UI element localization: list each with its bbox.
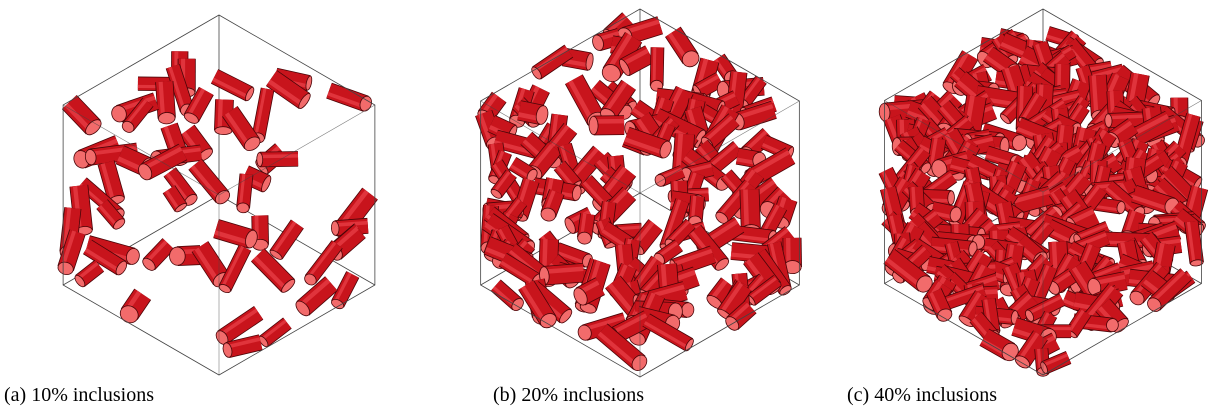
- inclusion-cylinder: [183, 86, 214, 124]
- inclusion-cylinder: [179, 124, 213, 162]
- inclusion-cylinder: [331, 271, 360, 310]
- panel-20-percent: (b) 20% inclusions: [403, 0, 806, 412]
- caption-40-percent: (c) 40% inclusions: [847, 384, 997, 406]
- inclusion-cylinder: [1147, 268, 1192, 312]
- inclusion-cylinder: [926, 288, 953, 322]
- cube-front-edges: [62, 14, 376, 376]
- inclusion-cylinder: [222, 334, 263, 359]
- inclusion-cylinder: [326, 82, 372, 112]
- inclusion-cylinder: [746, 274, 782, 306]
- inclusion-cylinder: [665, 26, 700, 68]
- inclusions: [475, 12, 802, 371]
- inclusion-cylinder: [210, 69, 255, 102]
- cube-render-20-percent: [475, 8, 802, 378]
- inclusion-cylinder: [531, 44, 574, 80]
- inclusion-cylinder: [74, 259, 105, 288]
- panel-10-percent: (a) 10% inclusions: [0, 0, 403, 412]
- inclusion-cylinder: [155, 80, 176, 125]
- inclusion-cylinder: [142, 238, 175, 271]
- inclusion-cylinder: [725, 300, 757, 331]
- inclusion-cylinder: [121, 97, 154, 133]
- panel-40-percent: (c) 40% inclusions: [806, 0, 1209, 412]
- inclusion-cylinder: [1025, 293, 1066, 322]
- inclusion-cylinder: [623, 126, 672, 159]
- inclusion-cylinder: [490, 279, 524, 312]
- inclusion-cylinder: [57, 229, 86, 275]
- caption-20-percent: (b) 20% inclusions: [493, 384, 645, 406]
- inclusion-cylinder: [96, 199, 126, 230]
- inclusions: [57, 51, 378, 359]
- cube-front-edges: [884, 8, 1202, 376]
- inclusion-cylinder: [642, 313, 694, 352]
- inclusion-cylinder: [518, 280, 557, 329]
- inclusion-cylinder: [163, 167, 198, 206]
- inclusion-cylinder: [250, 248, 296, 293]
- inclusion-cylinder: [649, 47, 665, 92]
- inclusion-cylinder: [222, 106, 261, 152]
- inclusion-cylinder: [653, 239, 684, 266]
- cube-front-edges: [480, 8, 800, 378]
- inclusion-cylinder: [616, 16, 663, 46]
- inclusion-cylinder: [258, 317, 292, 348]
- inclusion-cylinder: [265, 70, 311, 109]
- inclusion-cylinder: [218, 244, 252, 294]
- inclusion-cylinder: [1040, 350, 1072, 375]
- inclusion-cylinder: [730, 100, 777, 131]
- inclusion-cylinder: [165, 63, 195, 117]
- inclusion-cylinder: [213, 99, 234, 136]
- inclusion-cylinder: [83, 239, 128, 276]
- inclusion-cylinder: [573, 277, 605, 306]
- inclusion-cylinder: [269, 219, 304, 260]
- inclusion-cylinder: [1184, 220, 1204, 267]
- inclusion-cylinder: [539, 262, 585, 286]
- cube-render-40-percent: [878, 8, 1209, 377]
- inclusion-cylinder: [958, 290, 991, 328]
- inclusion-cylinder: [490, 169, 517, 199]
- inclusion-cylinder: [213, 219, 258, 249]
- inclusion-cylinder: [1047, 268, 1078, 295]
- inclusion-cylinder: [1087, 271, 1128, 297]
- inclusion-cylinder: [540, 189, 565, 222]
- inclusion-cylinder: [256, 151, 299, 168]
- inclusion-cylinder: [517, 100, 549, 126]
- inclusion-cylinder: [498, 252, 542, 288]
- inclusion-cylinder: [588, 115, 625, 136]
- inclusion-cylinder: [782, 237, 802, 275]
- inclusion-cylinder: [304, 240, 343, 286]
- inclusion-cylinder: [692, 72, 724, 99]
- inclusions: [878, 26, 1209, 377]
- inclusion-cylinder: [1121, 209, 1146, 242]
- inclusion-cylinder: [595, 323, 648, 371]
- inclusion-cylinder: [601, 31, 643, 83]
- inclusion-cylinder: [979, 328, 1019, 362]
- inclusion-cylinder: [930, 201, 962, 223]
- inclusion-cylinder: [717, 280, 752, 321]
- cube-render-10-percent: [57, 14, 378, 376]
- inclusion-cylinder: [576, 213, 596, 245]
- inclusion-cylinder: [236, 173, 254, 214]
- inclusion-cylinder: [687, 195, 705, 228]
- caption-10-percent: (a) 10% inclusions: [4, 384, 154, 406]
- inclusion-cylinder: [162, 185, 188, 213]
- inclusion-cylinder: [119, 288, 152, 324]
- inclusion-cylinder: [1131, 184, 1180, 215]
- inclusion-cylinder: [188, 158, 231, 205]
- inclusion-cylinder: [700, 113, 740, 151]
- inclusion-cylinder: [619, 45, 655, 77]
- inclusion-cylinder: [138, 143, 188, 181]
- inclusion-cylinder: [554, 242, 593, 268]
- inclusion-cylinder: [295, 276, 338, 317]
- inclusion-cylinder: [61, 94, 102, 136]
